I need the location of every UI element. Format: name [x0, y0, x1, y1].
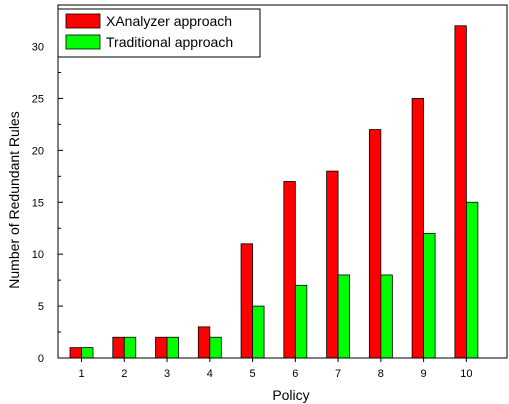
bar-traditional-6 [294, 284, 308, 359]
x-axis-title: Policy [272, 387, 309, 403]
bar-xanalyzer-3 [155, 336, 168, 359]
bar-xanalyzer-6 [283, 181, 296, 359]
legend-label-traditional: Traditional approach [106, 34, 233, 50]
bar-xanalyzer-9 [411, 98, 425, 359]
bar-traditional-10 [465, 201, 479, 359]
bar-traditional-2 [123, 336, 137, 359]
bar-xanalyzer-10 [454, 25, 467, 359]
bar-traditional-4 [209, 336, 222, 359]
legend: XAnalyzer approach Traditional approach [57, 8, 261, 58]
x-tick-label: 7 [335, 368, 341, 380]
bar-traditional-3 [166, 336, 179, 359]
y-tick-label: 25 [32, 93, 44, 105]
legend-swatch-traditional [65, 34, 101, 50]
x-tick-label: 1 [78, 368, 84, 380]
bar-xanalyzer-8 [368, 129, 382, 359]
bar-traditional-1 [81, 347, 94, 359]
plot-frame [57, 4, 508, 359]
x-tick-label: 9 [421, 368, 427, 380]
bar-xanalyzer-5 [240, 243, 253, 359]
bar-traditional-8 [380, 274, 393, 359]
bar-xanalyzer-1 [69, 347, 82, 359]
y-tick-label: 10 [32, 249, 44, 261]
bar-traditional-9 [423, 233, 436, 359]
y-tick-label: 5 [38, 301, 44, 313]
legend-swatch-xanalyzer [65, 13, 101, 29]
x-tick-label: 8 [378, 368, 384, 380]
bar-xanalyzer-4 [197, 326, 211, 359]
x-tick-label: 10 [460, 368, 472, 380]
x-tick-label: 2 [121, 368, 127, 380]
legend-label-xanalyzer: XAnalyzer approach [106, 13, 232, 29]
x-tick-label: 5 [250, 368, 256, 380]
y-tick-label: 30 [32, 42, 44, 54]
y-axis-title: Number of Redundant Rules [6, 111, 22, 288]
y-tick-label: 0 [38, 353, 44, 365]
bar-xanalyzer-7 [326, 170, 339, 359]
x-tick-label: 3 [164, 368, 170, 380]
bar-traditional-5 [252, 305, 265, 359]
bar-xanalyzer-2 [112, 336, 125, 359]
bar-traditional-7 [337, 274, 350, 359]
x-axis-ticks: 1 2 3 4 5 6 7 8 9 10 [78, 358, 473, 380]
x-tick-label: 4 [207, 368, 213, 380]
y-tick-label: 15 [32, 197, 44, 209]
x-tick-label: 6 [292, 368, 298, 380]
y-tick-label: 20 [32, 145, 44, 157]
